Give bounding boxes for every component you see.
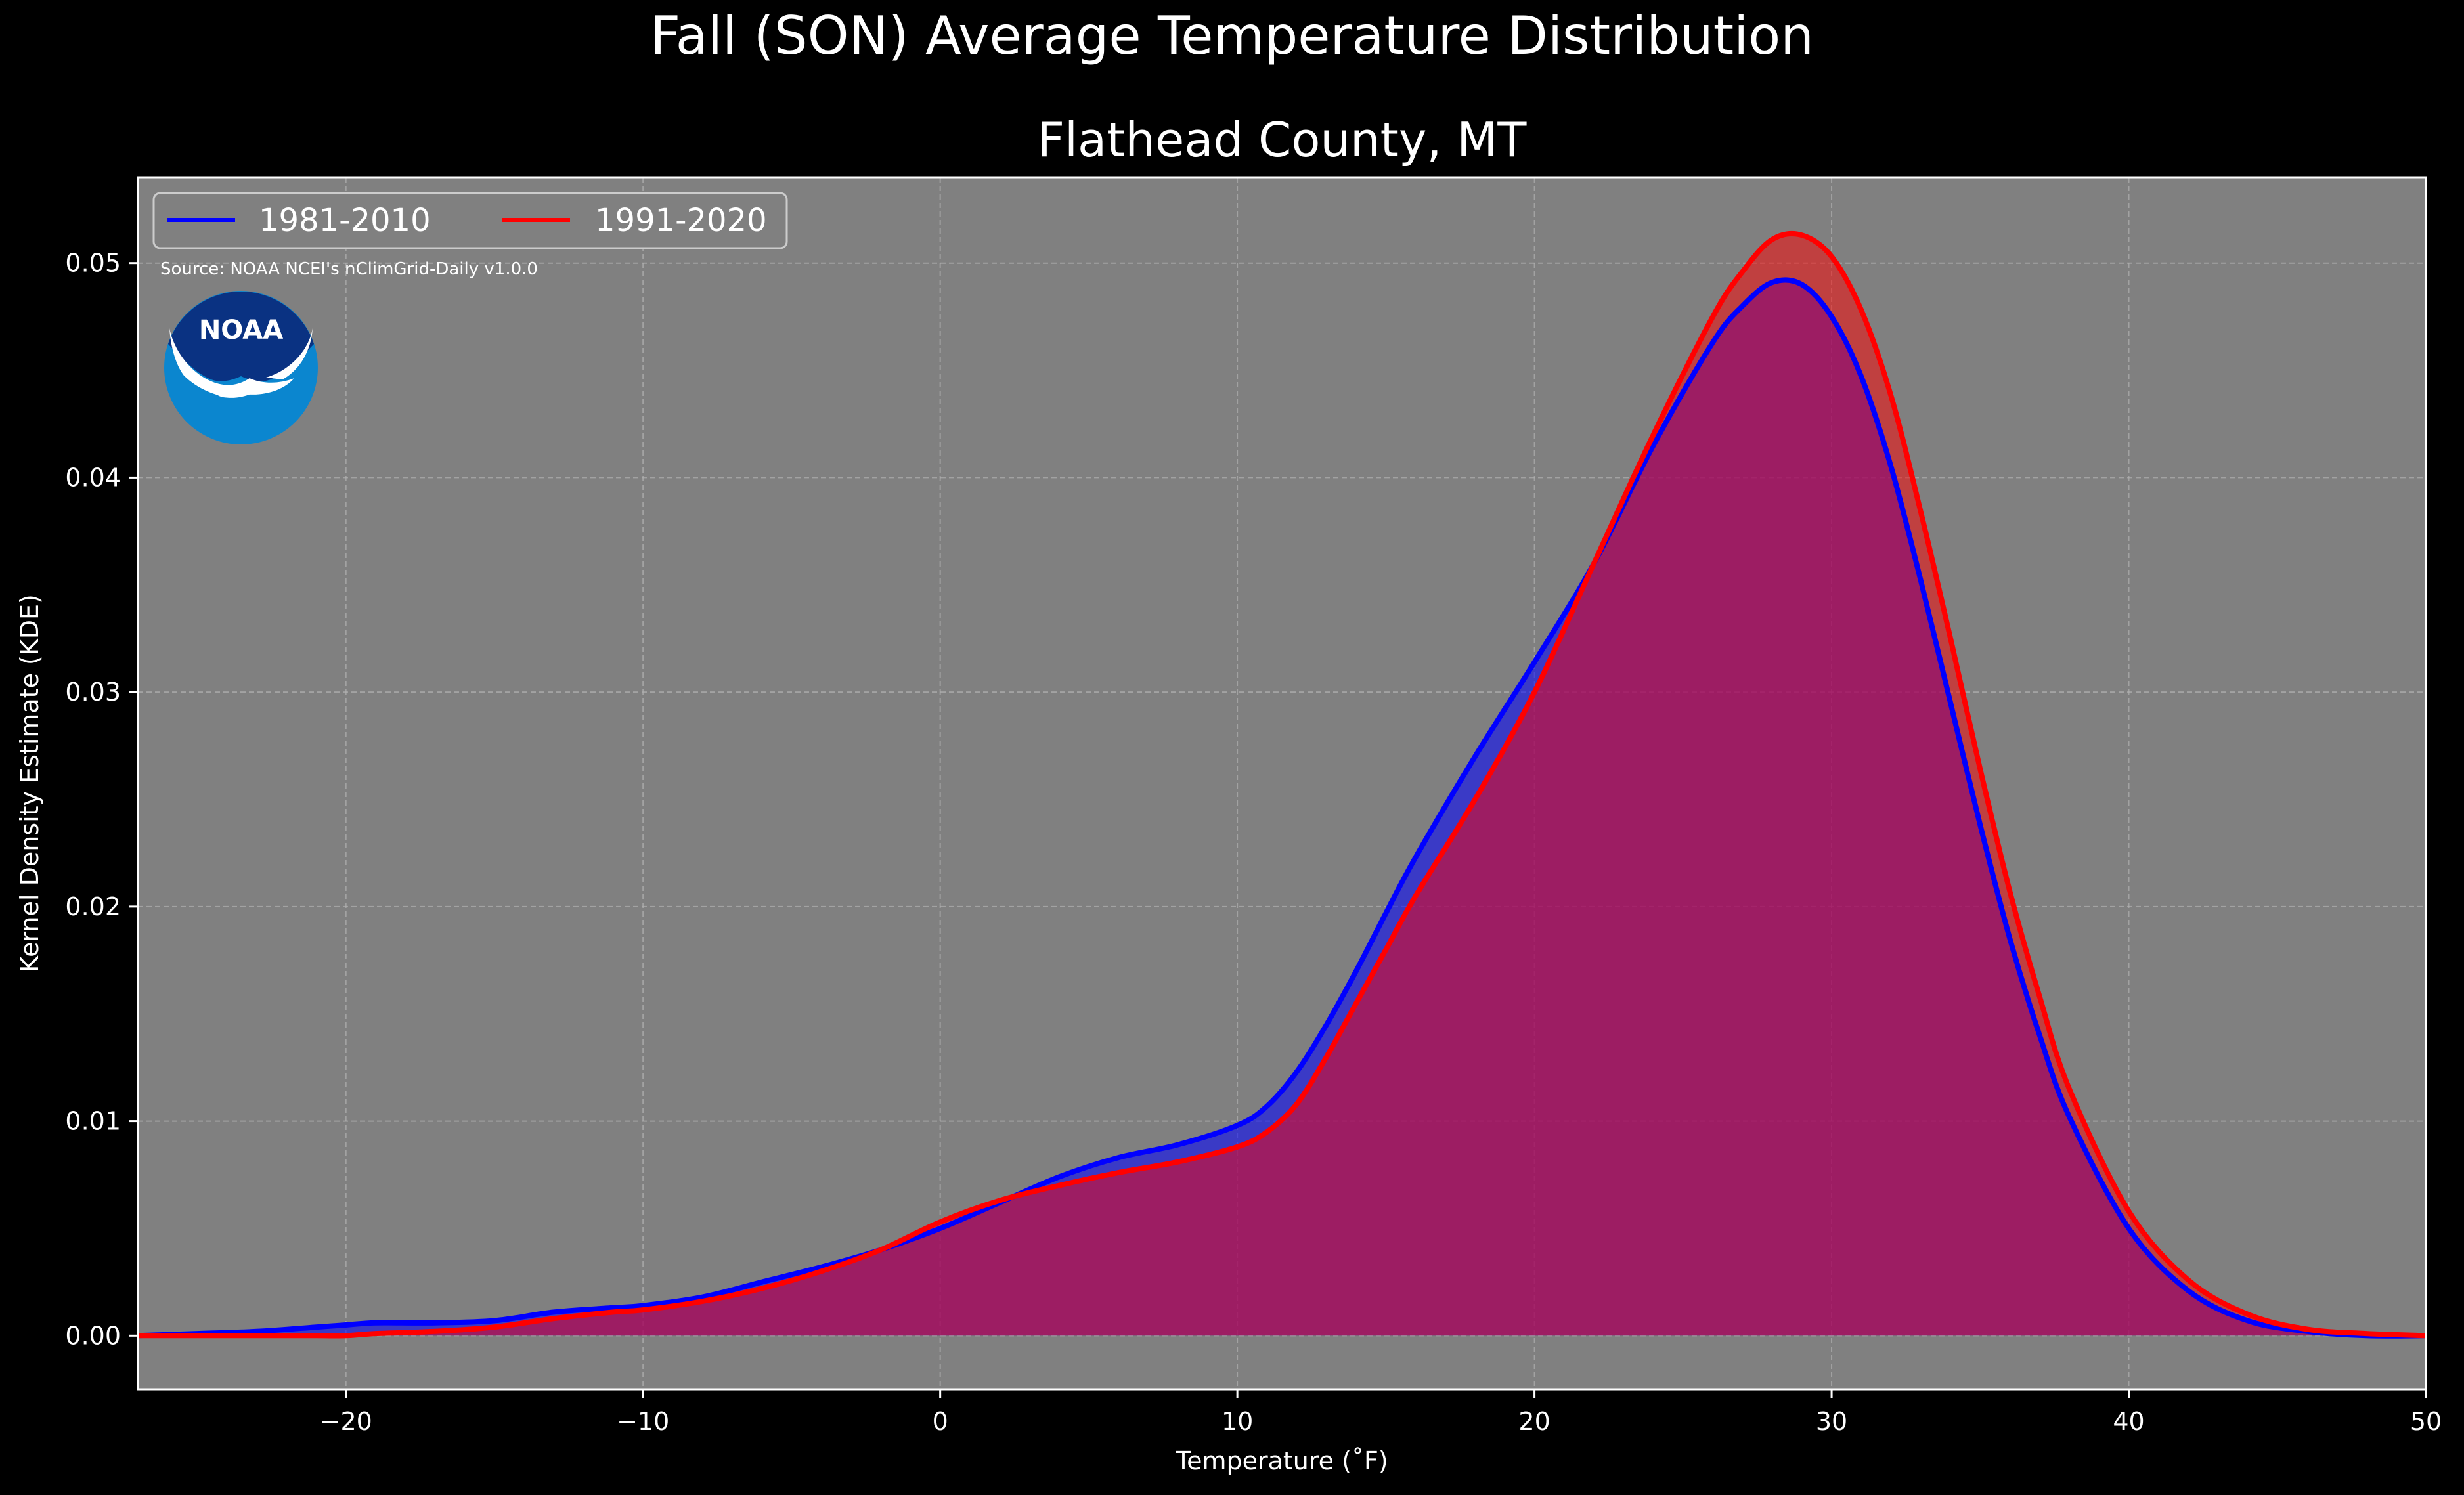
y-tick-label: 0.03	[65, 678, 121, 706]
legend-label-1991-2020: 1991-2020	[595, 202, 767, 239]
legend-box	[152, 192, 788, 249]
x-tick-label: 20	[1518, 1407, 1550, 1436]
x-tick-label: −20	[320, 1407, 372, 1436]
y-tick-label: 0.01	[65, 1107, 121, 1136]
legend-label-1981-2010: 1981-2010	[259, 202, 431, 239]
chart-subtitle: Flathead County, MT	[1038, 112, 1528, 167]
x-tick-label: −10	[617, 1407, 669, 1436]
density-lines	[138, 230, 2426, 1339]
y-tick-label: 0.04	[65, 463, 121, 492]
x-tick-label: 40	[2113, 1407, 2144, 1436]
x-axis-label: Temperature (˚F)	[1175, 1446, 1388, 1475]
legend: 1981-2010 1991-2020	[152, 192, 788, 249]
density-line-1991-2020	[138, 230, 2426, 1339]
density-line-1981-2010	[138, 277, 2426, 1339]
plot-frame	[137, 176, 2427, 1391]
x-tick-label: 0	[933, 1407, 948, 1436]
figure-title: Fall (SON) Average Temperature Distribut…	[650, 5, 1814, 66]
y-tick-label: 0.05	[65, 249, 121, 278]
density-areas	[138, 233, 2426, 1336]
noaa-logo: NOAA	[164, 291, 318, 444]
x-tick-label: 10	[1221, 1407, 1253, 1436]
source-note: Source: NOAA NCEI's nClimGrid-Daily v1.0…	[160, 259, 538, 279]
y-tick-label: 0.00	[65, 1321, 121, 1350]
y-tick-label: 0.02	[65, 892, 121, 921]
axis-ticks: −20 −10 0 10 20 30 40 50 0.00 0.01 0.02 0.03 0.04 0.0…	[65, 249, 2442, 1436]
y-axis-label: Kernel Density Estimate (KDE)	[15, 594, 44, 972]
x-tick-label: 30	[1816, 1407, 1847, 1436]
x-tick-label: 50	[2410, 1407, 2442, 1436]
density-area-1991-2020	[138, 233, 2426, 1336]
noaa-logo-text: NOAA	[199, 315, 283, 345]
